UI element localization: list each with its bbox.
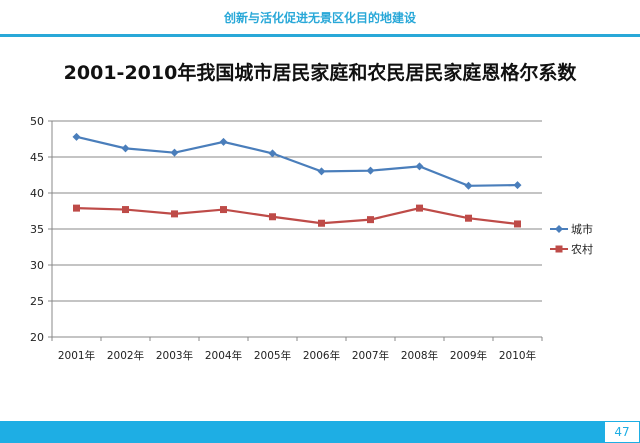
chart-title: 2001-2010年我国城市居民家庭和农民居民家庭恩格尔系数: [63, 62, 577, 84]
data-point: [73, 204, 80, 212]
data-point: [268, 149, 277, 158]
data-point: [72, 132, 81, 141]
x-tick-label: 2003年: [156, 349, 193, 362]
data-point: [415, 162, 424, 171]
data-point: [513, 181, 522, 190]
x-tick-label: 2008年: [401, 349, 438, 362]
legend-marker: [555, 225, 563, 233]
x-tick-label: 2005年: [254, 349, 291, 362]
x-tick-label: 2004年: [205, 349, 242, 362]
header-divider: [0, 34, 640, 37]
data-point: [317, 167, 326, 176]
legend-label: 农村: [571, 242, 593, 256]
data-point: [171, 210, 178, 218]
x-tick-label: 2007年: [352, 349, 389, 362]
y-tick-label: 45: [30, 151, 44, 164]
data-point: [514, 220, 521, 228]
data-point: [318, 219, 325, 227]
data-point: [220, 206, 227, 214]
legend-marker: [555, 245, 563, 253]
x-tick-label: 2002年: [107, 349, 144, 362]
y-tick-label: 35: [30, 223, 44, 236]
legend-label: 城市: [571, 222, 593, 236]
x-tick-label: 2001年: [58, 349, 95, 362]
data-point: [366, 166, 375, 175]
x-tick-label: 2006年: [303, 349, 340, 362]
x-tick-label: 2009年: [450, 349, 487, 362]
series-line-农村: [76, 206, 518, 226]
data-point: [464, 181, 473, 190]
data-point: [122, 206, 129, 214]
data-point: [121, 144, 130, 153]
line-chart: 20 25 30 35 40 45 50 2001年 2002年 2003年 2004年 2005年 2…: [30, 115, 593, 362]
data-point: [367, 216, 374, 224]
footer-bar: [0, 421, 640, 443]
y-tick-label: 30: [30, 259, 44, 272]
y-tick-label: 40: [30, 187, 44, 200]
y-tick-label: 50: [30, 115, 44, 128]
y-tick-label: 20: [30, 331, 44, 344]
data-point: [170, 148, 179, 157]
page-number: 47: [604, 421, 640, 443]
series-line-城市: [76, 135, 518, 187]
data-point: [219, 137, 228, 146]
header-title: 创新与活化促进无景区化目的地建设: [223, 11, 416, 25]
y-tick-label: 25: [30, 295, 44, 308]
data-point: [465, 214, 472, 222]
x-tick-label: 2010年: [499, 349, 536, 362]
data-point: [416, 204, 423, 212]
data-point: [269, 213, 276, 221]
